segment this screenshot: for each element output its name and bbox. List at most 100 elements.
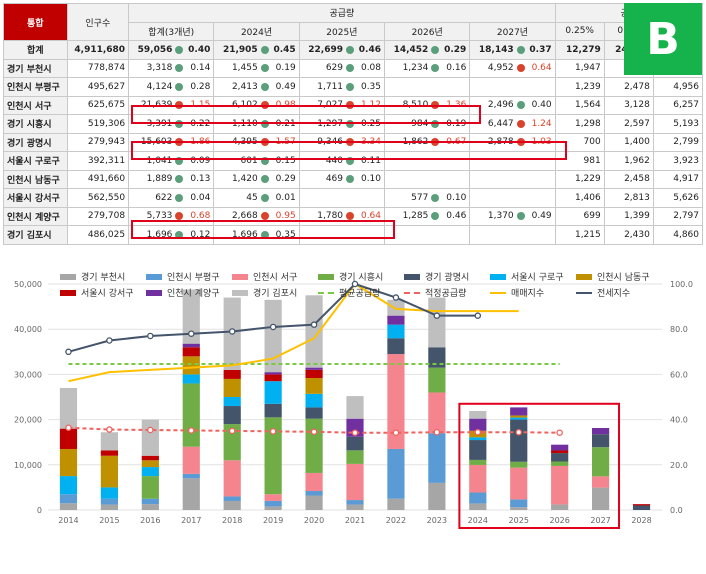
line-marker — [393, 295, 398, 300]
supply-value: 1,297 — [317, 119, 343, 129]
legend-item: 적정공급량 — [404, 286, 466, 299]
line-marker — [475, 430, 480, 435]
supply-rate: 1.15 — [186, 100, 210, 110]
supply-value: 1,455 — [232, 63, 258, 73]
line-marker — [475, 313, 480, 318]
supply-rate: 1.36 — [442, 100, 466, 110]
bar-segment — [101, 432, 118, 450]
region-name: 인천시 계양구 — [4, 207, 68, 226]
threshold-cell: 1,239 — [555, 78, 604, 97]
legend-item: 인천시 서구 — [232, 270, 297, 283]
red-status-dot — [517, 120, 525, 128]
b-badge: B — [624, 3, 702, 75]
threshold-cell: 4,860 — [653, 226, 702, 245]
bar-segment — [101, 487, 118, 498]
supply-table-container: 통합 인구수 공급량 공급 합계(3개년) 2024년 2025년 2026년 … — [3, 3, 703, 261]
x-tick-label: 2026 — [549, 516, 569, 525]
threshold-cell: 981 — [555, 152, 604, 171]
y-tick-label: 0 — [37, 506, 42, 515]
supply-value: 5,733 — [147, 211, 173, 221]
supply-value: 3,391 — [147, 119, 173, 129]
threshold-cell: 3,923 — [653, 152, 702, 171]
y2-tick-label: 80.0 — [670, 325, 688, 334]
legend-item: 경기 시흥시 — [318, 270, 383, 283]
line-marker — [230, 428, 235, 433]
bar-segment — [265, 506, 282, 510]
y2-tick-label: 20.0 — [670, 461, 688, 470]
bar-segment — [387, 499, 404, 510]
bar-segment — [428, 368, 445, 393]
green-status-dot — [261, 194, 269, 202]
supply-rate: 0.40 — [528, 100, 552, 110]
threshold-cell: 1,229 — [555, 170, 604, 189]
y-tick-label: 10,000 — [14, 461, 42, 470]
line-marker — [271, 429, 276, 434]
red-status-dot — [346, 212, 354, 220]
bar-segment — [428, 483, 445, 510]
green-status-dot — [175, 175, 183, 183]
supply-value: 14,452 — [394, 45, 429, 55]
bar-segment — [142, 499, 159, 504]
region-name: 인천시 남동구 — [4, 170, 68, 189]
supply-rate: 0.28 — [186, 82, 210, 92]
y-tick-label: 40,000 — [14, 325, 42, 334]
green-status-dot — [175, 64, 183, 72]
line-marker — [434, 430, 439, 435]
population-cell: 279,943 — [67, 133, 129, 152]
bar-segment — [592, 434, 609, 447]
legend-swatch — [490, 274, 506, 280]
threshold-cell: 1,399 — [604, 207, 653, 226]
supply-rate: 1.86 — [186, 137, 210, 147]
threshold-cell: 2,478 — [604, 78, 653, 97]
y2-tick-label: 40.0 — [670, 416, 688, 425]
bar-segment — [183, 447, 200, 474]
green-status-dot — [431, 120, 439, 128]
bar-segment — [551, 462, 568, 466]
population-cell: 279,708 — [67, 207, 129, 226]
line-marker — [434, 313, 439, 318]
bar-segment — [224, 397, 241, 406]
x-tick-label: 2018 — [222, 516, 242, 525]
supply-value: 18,143 — [479, 45, 514, 55]
red-status-dot — [431, 138, 439, 146]
green-status-dot — [175, 231, 183, 239]
bar-segment — [101, 505, 118, 510]
threshold-cell: 5,193 — [653, 115, 702, 134]
green-status-dot — [517, 46, 525, 54]
green-status-dot — [261, 157, 269, 165]
region-name: 인천시 서구 — [4, 96, 68, 115]
supply-value: 21,639 — [141, 100, 173, 110]
bar-segment — [183, 344, 200, 348]
supply-rate: 0.64 — [357, 211, 381, 221]
supply-value: 6,102 — [232, 100, 258, 110]
line-marker — [107, 338, 112, 343]
bar-segment — [592, 428, 609, 434]
year-supply-cell — [470, 170, 555, 189]
supply-value: 59,056 — [138, 45, 173, 55]
bar-segment — [346, 450, 363, 464]
bar-segment — [60, 494, 77, 503]
threshold-cell: 4,956 — [653, 78, 702, 97]
supply-rate: 1.03 — [528, 137, 552, 147]
supply-group-header: 공급량 — [129, 4, 556, 23]
bar-segment — [265, 501, 282, 506]
supply-rate: 0.04 — [186, 193, 210, 203]
bar-segment — [224, 406, 241, 424]
supply-rate: 0.10 — [357, 174, 381, 184]
red-status-dot — [346, 101, 354, 109]
year-header: 2025년 — [299, 22, 384, 41]
year-header: 2026년 — [385, 22, 470, 41]
line-marker — [271, 324, 276, 329]
supply-rate: 0.19 — [272, 63, 296, 73]
bar-segment — [224, 460, 241, 496]
